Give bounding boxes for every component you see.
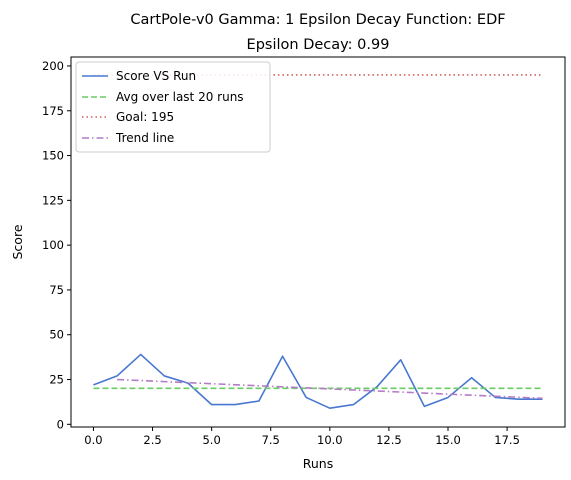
x-tick-label: 7.5 (262, 433, 280, 447)
y-tick-label: 75 (49, 283, 64, 297)
chart-title: CartPole-v0 Gamma: 1 Epsilon Decay Funct… (130, 12, 505, 28)
y-tick-label: 100 (42, 238, 64, 252)
series-layer (93, 74, 543, 409)
series-line-4 (117, 378, 543, 400)
x-tick-label: 10.0 (317, 433, 343, 447)
x-tick-label: 2.5 (143, 433, 161, 447)
y-tick-label: 175 (42, 104, 64, 118)
x-tick-label: 0.0 (84, 433, 102, 447)
x-tick-label: 15.0 (435, 433, 461, 447)
x-tick-label: 17.5 (494, 433, 520, 447)
legend-box (75, 61, 271, 153)
x-tick-label: 12.5 (376, 433, 402, 447)
chart-subtitle: Epsilon Decay: 0.99 (247, 37, 390, 53)
legend-label-trend: Trend line (115, 131, 174, 145)
y-tick-label: 200 (42, 59, 64, 73)
legend-label-score: Score VS Run (116, 69, 196, 83)
legend-label-goal: Goal: 195 (116, 110, 174, 124)
x-axis: 0.0 2.5 5.0 7.5 10.0 12.5 15.0 17.5 (84, 427, 520, 447)
y-axis: 0 25 50 75 100 125 150 175 200 (42, 59, 71, 431)
x-tick-label: 5.0 (202, 433, 220, 447)
series-line-1 (93, 353, 543, 409)
y-tick-label: 150 (42, 149, 64, 163)
y-tick-label: 125 (42, 193, 64, 207)
x-axis-label: Runs (303, 456, 333, 471)
y-tick-label: 50 (49, 328, 64, 342)
legend-label-average: Avg over last 20 runs (116, 90, 244, 104)
y-tick-label: 25 (49, 373, 64, 387)
legend: Score VS Run Avg over last 20 runs Goal:… (75, 61, 271, 153)
y-axis-label: Score (10, 224, 25, 259)
plot-frame (70, 56, 566, 428)
y-tick-label: 0 (57, 417, 64, 431)
